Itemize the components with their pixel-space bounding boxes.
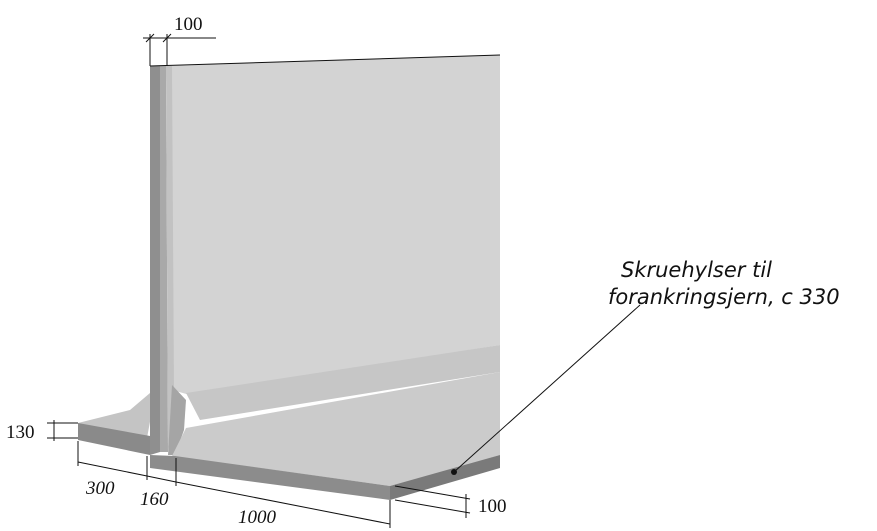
dim-wall-base: 160: [140, 489, 169, 510]
wall-edge-face: [160, 66, 168, 452]
heel-haunch: [168, 385, 186, 455]
heel-slab-top: [172, 372, 500, 486]
dim-toe-height: 130: [6, 422, 35, 443]
wall-face: [165, 55, 500, 395]
wall-edge-front: [150, 66, 160, 455]
dim-toe-length: 300: [85, 478, 115, 499]
callout-leader: [453, 304, 641, 473]
callout-line-2: forankringsjern, c 330: [608, 285, 840, 309]
dim-slab-thickness: 100: [478, 496, 507, 517]
wall-edge-inner: [166, 66, 174, 452]
wall-fillet: [186, 345, 500, 420]
dim-wall-thickness: 100: [174, 14, 203, 35]
concrete-l-element: [78, 54, 501, 500]
heel-slab-end: [390, 455, 500, 500]
callout-line-1: Skruehylser til: [621, 258, 772, 282]
heel-slab-side: [150, 455, 390, 500]
toe-slab-front: [78, 423, 150, 455]
dim-heel-length: 1000: [238, 507, 277, 528]
wall-top-edge: [149, 54, 501, 67]
dimension-lines: [47, 33, 641, 528]
